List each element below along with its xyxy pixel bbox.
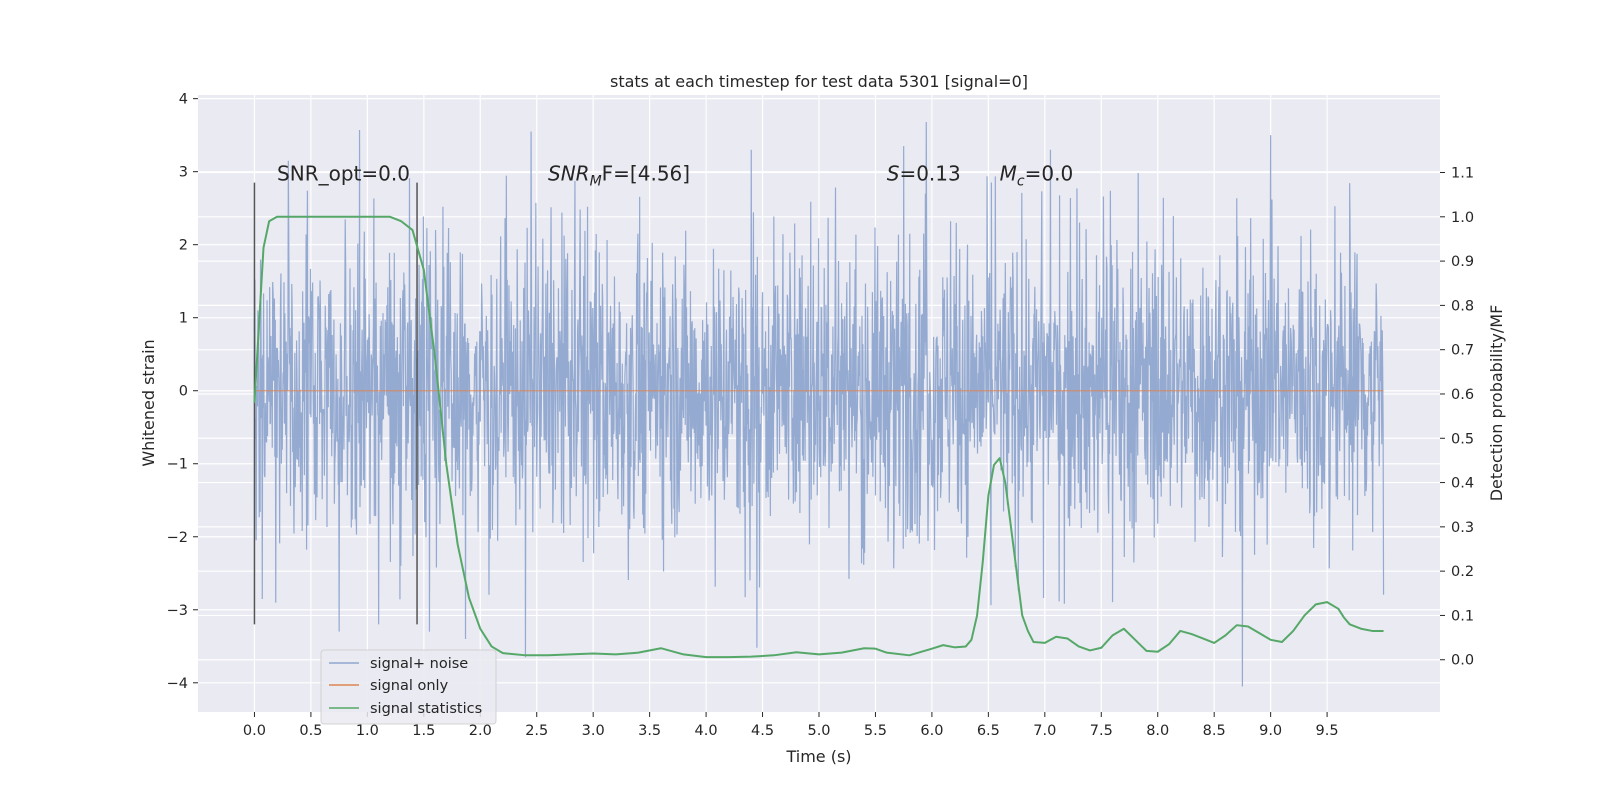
y2-tick-label: 0.5 [1451, 431, 1474, 447]
x-tick-label: 2.5 [525, 723, 548, 739]
y-tick-label: 2 [179, 238, 188, 254]
x-tick-label: 3.5 [638, 723, 661, 739]
x-tick-label: 6.0 [920, 723, 943, 739]
y-tick-label: −4 [167, 676, 188, 692]
x-tick-label: 7.0 [1033, 723, 1056, 739]
annotation-snr_opt: SNR_opt=0.0 [277, 161, 410, 185]
y2-tick-label: 1.1 [1451, 166, 1474, 182]
x-tick-label: 4.0 [695, 723, 718, 739]
y2-axis-label: Detection probability/MF [1487, 305, 1506, 502]
x-axis-label: Time (s) [785, 747, 851, 766]
x-tick-label: 7.5 [1090, 723, 1113, 739]
x-tick-label: 0.0 [243, 723, 266, 739]
annotation-mc_val: Mc=0.0 [1000, 161, 1074, 189]
legend-label-signal-only: signal only [370, 678, 449, 694]
legend-label-signal-noise: signal+ noise [370, 656, 468, 672]
series-signal-noise [253, 122, 1385, 687]
annotations: SNR_opt=0.0 SNRMF=[4.56] S=0.13 Mc=0.0 [277, 161, 1073, 189]
y2-tick-label: 0.8 [1451, 298, 1474, 314]
x-tick-label: 1.5 [412, 723, 435, 739]
series-line-signal-noise [253, 122, 1385, 687]
y2-tick-label: 0.7 [1451, 343, 1474, 359]
y2-tick-labels: 0.0 0.1 0.2 0.3 0.4 0.5 0.6 0.7 0.8 0.9 1.0 1.1 [1440, 166, 1474, 669]
y-tick-label: 3 [179, 165, 188, 181]
y2-tick-label: 0.9 [1451, 254, 1474, 270]
y-tick-label: −1 [167, 457, 188, 473]
chart-title: stats at each timestep for test data 530… [610, 72, 1028, 91]
y-tick-label: 4 [179, 92, 188, 108]
legend-label-signal-statistics: signal statistics [370, 701, 482, 717]
x-tick-label: 2.0 [469, 723, 492, 739]
annotation-snr_mf: SNRMF=[4.56] [548, 161, 690, 189]
series-line-signal-statistics [253, 215, 1384, 659]
y-tick-labels: −4 −3 −2 −1 0 1 2 3 4 [167, 92, 198, 692]
y2-tick-label: 0.0 [1451, 653, 1474, 669]
x-tick-label: 1.0 [356, 723, 379, 739]
y-tick-label: −2 [167, 530, 188, 546]
x-tick-label: 6.5 [977, 723, 1000, 739]
x-tick-label: 8.0 [1146, 723, 1169, 739]
x-tick-label: 4.5 [751, 723, 774, 739]
x-tick-label: 9.5 [1316, 723, 1339, 739]
x-tick-labels: 0.0 0.5 1.0 1.5 2.0 2.5 3.0 3.5 4.0 4.5 5.0 5.5 6.0 6… [243, 712, 1339, 739]
series-signal-statistics [253, 215, 1384, 659]
x-tick-label: 3.0 [582, 723, 605, 739]
y-tick-label: 1 [179, 311, 188, 327]
x-tick-label: 8.5 [1203, 723, 1226, 739]
x-tick-label: 9.0 [1259, 723, 1282, 739]
legend: signal+ noise signal only signal statist… [320, 649, 497, 725]
x-tick-label: 5.0 [807, 723, 830, 739]
x-tick-label: 5.5 [864, 723, 887, 739]
y-tick-label: −3 [167, 603, 188, 619]
vertical-markers [253, 182, 418, 625]
y2-tick-label: 0.3 [1451, 520, 1474, 536]
y-axis-label: Whitened strain [139, 339, 158, 466]
y2-tick-label: 1.0 [1451, 210, 1474, 226]
y-tick-label: 0 [179, 384, 188, 400]
y2-tick-label: 0.1 [1451, 608, 1474, 624]
y2-tick-label: 0.4 [1451, 476, 1474, 492]
x-tick-label: 0.5 [299, 723, 322, 739]
y2-tick-label: 0.2 [1451, 564, 1474, 580]
y2-tick-label: 0.6 [1451, 387, 1474, 403]
annotation-s_val: S=0.13 [887, 161, 961, 185]
legend-box [320, 649, 497, 725]
